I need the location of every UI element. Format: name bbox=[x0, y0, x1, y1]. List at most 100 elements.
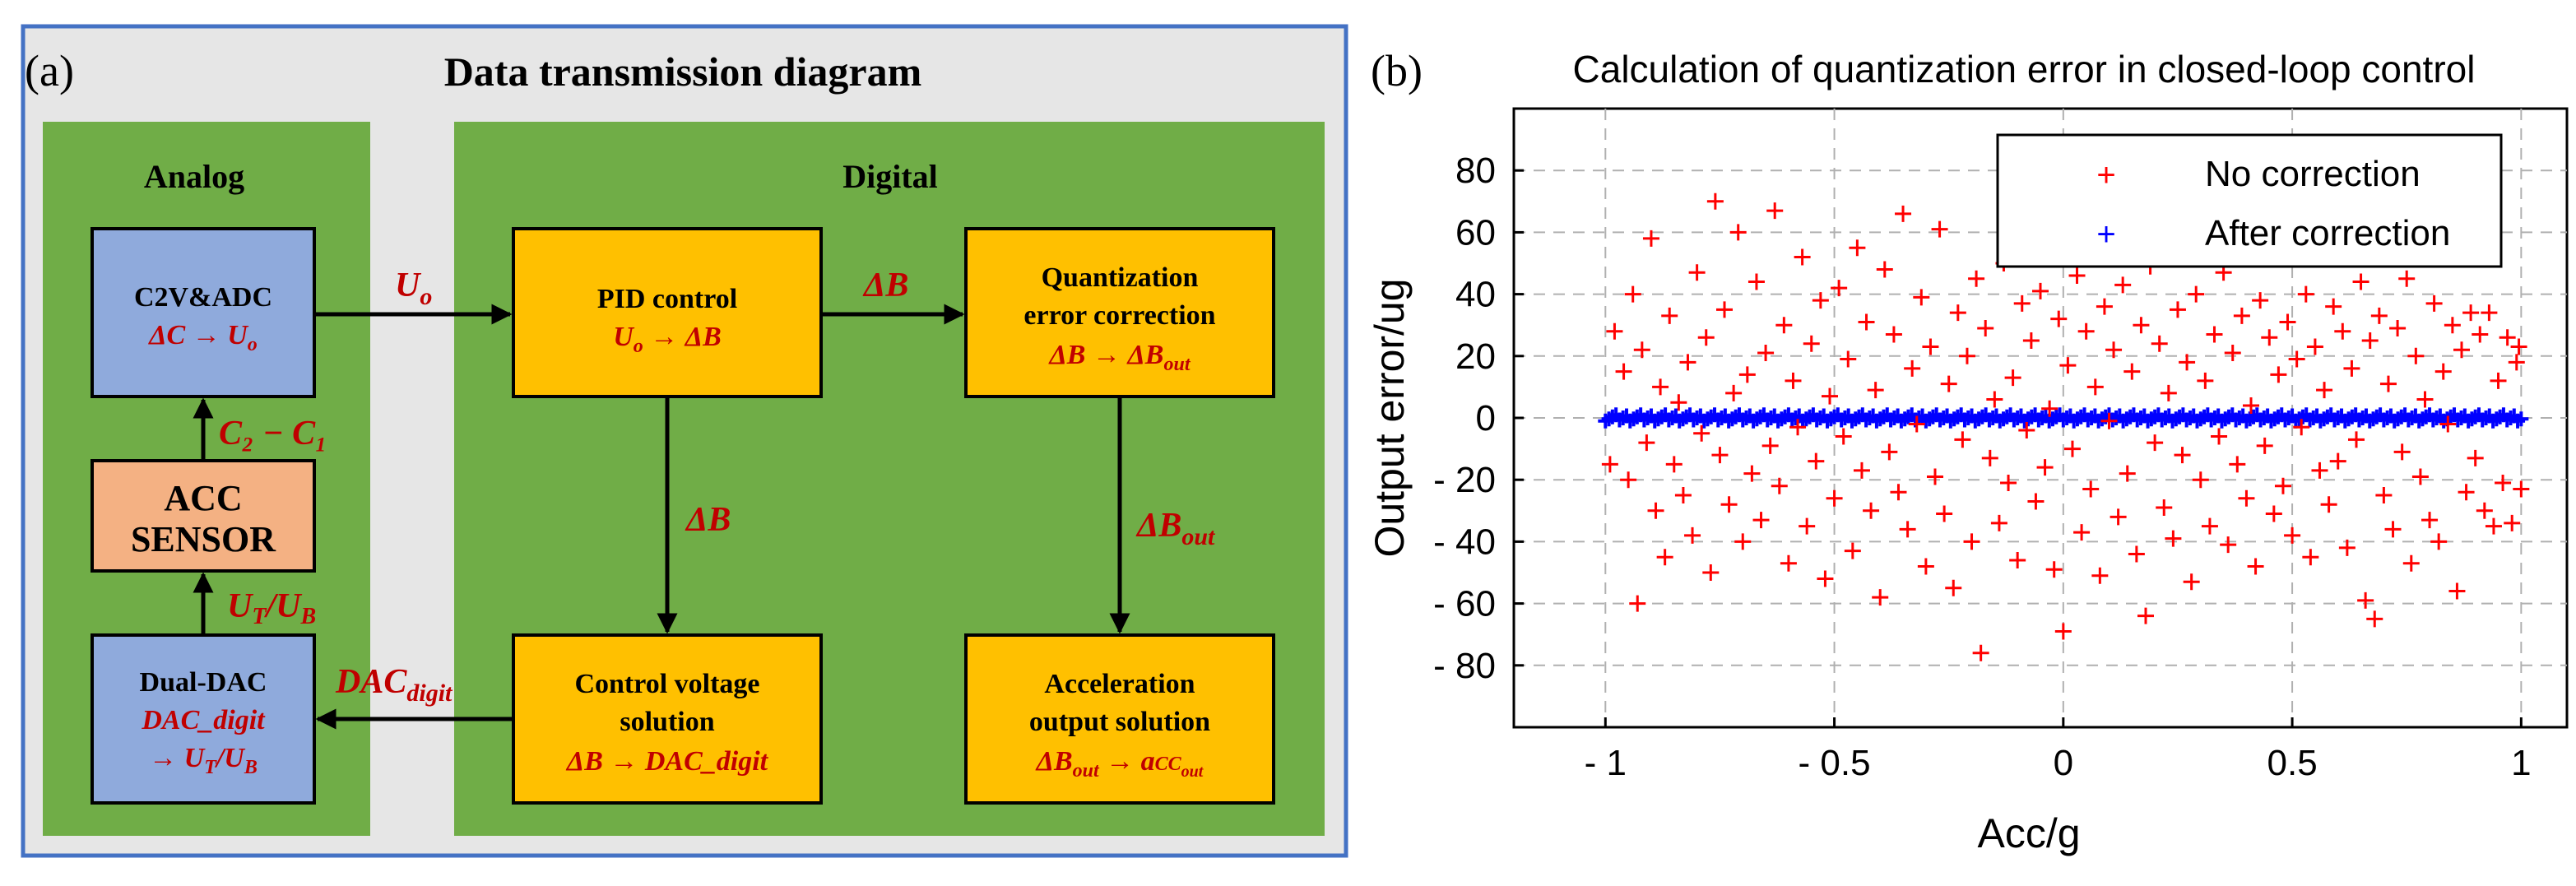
no-correction-point bbox=[1688, 264, 1706, 281]
no-correction-point bbox=[1931, 220, 1948, 238]
no-correction-point bbox=[1849, 239, 1866, 257]
no-correction-point bbox=[2375, 487, 2393, 503]
no-correction-point bbox=[1679, 354, 1696, 371]
no-correction-point bbox=[2183, 573, 2200, 591]
no-correction-point bbox=[1757, 345, 1775, 362]
no-correction-point bbox=[1858, 313, 1875, 331]
no-correction-point bbox=[2485, 517, 2502, 535]
no-correction-point bbox=[1624, 285, 1641, 303]
no-correction-point bbox=[1697, 329, 1715, 346]
digital-label: Digital bbox=[842, 158, 938, 195]
no-correction-point bbox=[2402, 554, 2420, 572]
no-correction-point bbox=[2004, 369, 2021, 387]
no-correction-point bbox=[1981, 449, 1998, 466]
no-correction-point bbox=[2302, 549, 2319, 566]
x-axis-label: Acc/g bbox=[1977, 810, 2080, 856]
series-after-correction bbox=[1598, 407, 2529, 429]
aos-line2: output solution bbox=[1029, 707, 1210, 737]
aos-formula: ΔBout → aCCout bbox=[1035, 746, 1204, 782]
no-correction-point bbox=[2279, 313, 2296, 331]
no-correction-point bbox=[2133, 317, 2150, 334]
no-correction-point bbox=[2270, 366, 2287, 383]
c2v-adc-block: C2V&ADC ΔC → Uo bbox=[91, 227, 316, 398]
after-correction-point bbox=[2513, 411, 2529, 427]
no-correction-point bbox=[2045, 561, 2063, 578]
no-correction-point bbox=[2000, 474, 2017, 491]
dual-dac-title: Dual-DAC bbox=[140, 667, 267, 698]
y-tick-label: 40 bbox=[1455, 275, 1496, 315]
no-correction-point bbox=[1729, 224, 1747, 241]
no-correction-point bbox=[2513, 480, 2530, 498]
x-tick-label: - 0.5 bbox=[1799, 743, 1871, 783]
no-correction-point bbox=[2393, 443, 2411, 461]
no-correction-point bbox=[2411, 468, 2429, 485]
no-correction-point bbox=[1831, 280, 1848, 297]
no-correction-point bbox=[1716, 301, 1733, 318]
no-correction-point bbox=[2467, 449, 2484, 466]
cvs-line2: solution bbox=[620, 707, 714, 737]
no-correction-point bbox=[2179, 354, 2196, 371]
no-correction-point bbox=[2284, 526, 2301, 544]
no-correction-point bbox=[1986, 391, 2003, 408]
no-correction-point bbox=[1702, 564, 1720, 581]
chart-title: Calculation of quantization error in clo… bbox=[1573, 48, 2476, 90]
y-ticks: - 80 - 60 - 40 - 20 0 20 40 60 80 bbox=[1433, 151, 1524, 686]
x-ticks: - 1 - 0.5 0 0.5 1 bbox=[1585, 717, 2532, 783]
c2v-adc-title: C2V&ADC bbox=[134, 282, 272, 313]
x-tick-label: 0 bbox=[2054, 743, 2073, 783]
no-correction-point bbox=[1665, 456, 1683, 473]
no-correction-point bbox=[2297, 285, 2314, 303]
no-correction-point bbox=[1748, 273, 1765, 290]
no-correction-point bbox=[1647, 502, 1664, 519]
panel-b: (b) Calculation of quantization error in… bbox=[1367, 46, 2569, 856]
no-correction-point bbox=[1940, 375, 1957, 392]
pid-title: PID control bbox=[597, 284, 737, 314]
no-correction-point bbox=[1872, 589, 1889, 606]
acc-sensor-block: ACC SENSOR bbox=[91, 459, 316, 573]
y-tick-label: 60 bbox=[1455, 212, 1496, 253]
no-correction-point bbox=[1958, 347, 1975, 364]
no-correction-point bbox=[1904, 360, 1921, 377]
no-correction-point bbox=[1812, 292, 1829, 309]
no-correction-point bbox=[2256, 437, 2273, 454]
y-tick-label: - 80 bbox=[1433, 646, 1496, 686]
no-correction-point bbox=[2100, 412, 2118, 429]
no-correction-point bbox=[2147, 434, 2164, 452]
quant-formula: ΔB → ΔBout bbox=[1047, 340, 1191, 375]
y-tick-label: 0 bbox=[1476, 398, 1496, 438]
no-correction-point bbox=[2114, 276, 2132, 294]
no-correction-point bbox=[2306, 338, 2323, 355]
no-correction-point bbox=[2151, 335, 2168, 352]
no-correction-point bbox=[2430, 533, 2448, 550]
no-correction-point bbox=[2238, 489, 2255, 507]
no-correction-point bbox=[1927, 468, 1943, 485]
diagram-title: Data transmission diagram bbox=[444, 49, 922, 95]
legend: + No correction + After correction bbox=[1996, 133, 2503, 268]
no-correction-point bbox=[2105, 341, 2123, 359]
no-correction-point bbox=[1853, 462, 1870, 479]
no-correction-point bbox=[2091, 567, 2109, 584]
no-correction-point bbox=[2476, 502, 2493, 519]
label-db-mid: ΔB bbox=[685, 501, 731, 539]
no-correction-point bbox=[1817, 570, 1834, 587]
no-correction-point bbox=[2508, 354, 2525, 371]
no-correction-point bbox=[1638, 434, 1655, 452]
no-correction-point bbox=[1615, 363, 1632, 380]
no-correction-point bbox=[2462, 304, 2480, 322]
no-correction-point bbox=[2407, 347, 2425, 364]
dual-dac-block: Dual-DAC DAC_digit → UT/UB bbox=[91, 633, 316, 805]
dual-dac-formula-2: → UT/UB bbox=[149, 743, 258, 778]
no-correction-point bbox=[1876, 261, 1893, 278]
no-correction-point bbox=[2458, 484, 2475, 501]
no-correction-point bbox=[2348, 431, 2365, 448]
no-correction-point bbox=[2073, 524, 2091, 541]
no-correction-point bbox=[2444, 317, 2461, 334]
pid-control-block: PID control Uo → ΔB bbox=[512, 227, 823, 398]
label-db-top: ΔB bbox=[862, 267, 908, 304]
no-correction-point bbox=[2311, 462, 2328, 479]
no-correction-point bbox=[1693, 424, 1710, 442]
no-correction-point bbox=[2027, 493, 2045, 510]
no-correction-point bbox=[1725, 384, 1743, 401]
c2v-adc-formula: ΔC → Uo bbox=[147, 320, 258, 355]
